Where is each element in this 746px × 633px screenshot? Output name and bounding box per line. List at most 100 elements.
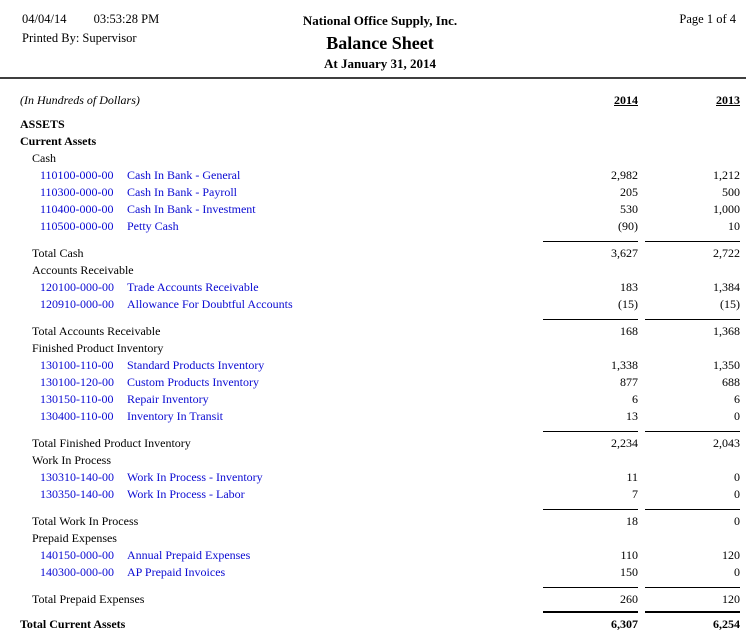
account-number-link[interactable]: 110500-000-00 [40,219,114,233]
account-number-link[interactable]: 140150-000-00 [40,548,114,562]
amount-2014: 877 [620,375,638,389]
total-2014: 18 [543,509,638,530]
total-2013: 1,368 [645,319,740,340]
report-body: (In Hundreds of Dollars) 2014 2013 ASSET… [0,92,746,633]
printed-by-user: Supervisor [82,31,137,45]
total-row-cash: Total Cash 3,627 2,722 [20,237,740,262]
total-label: Total Work In Process [32,514,139,528]
account-number-link[interactable]: 110400-000-00 [40,202,114,216]
amount-2014: (15) [618,297,638,311]
account-number-link[interactable]: 110300-000-00 [40,185,114,199]
column-header-2013: 2013 [716,93,740,107]
account-row-130100-110: 130100-110-00 Standard Products Inventory… [20,357,740,374]
amount-2014: 11 [626,470,638,484]
amount-2014: 13 [626,409,638,423]
account-desc-link[interactable]: Inventory In Transit [127,409,223,423]
printed-by: Printed By: Supervisor [22,31,303,46]
account-desc-link[interactable]: Cash In Bank - Payroll [127,185,237,199]
account-number-link[interactable]: 130100-110-00 [40,358,114,372]
account-number-link[interactable]: 130100-120-00 [40,375,114,389]
subgroup-title-label: Finished Product Inventory [32,341,164,355]
account-number-link[interactable]: 140300-000-00 [40,565,114,579]
amount-2013: 1,384 [713,280,740,294]
account-label: 130100-110-00 Standard Products Inventory [20,357,543,374]
account-desc-link[interactable]: Trade Accounts Receivable [127,280,259,294]
amount-2013: 1,350 [713,358,740,372]
account-row-120910: 120910-000-00 Allowance For Doubtful Acco… [20,296,740,313]
account-desc-link[interactable]: Cash In Bank - Investment [127,202,256,216]
subgroup-title-finished-product-inventory: Finished Product Inventory [20,340,740,357]
account-desc-link[interactable]: Custom Products Inventory [127,375,259,389]
amount-2013: 500 [722,185,740,199]
printed-by-label: Printed By: [22,31,80,45]
account-row-130150-110: 130150-110-00 Repair Inventory 6 6 [20,391,740,408]
total-2013: 2,722 [645,241,740,262]
column-header-2014: 2014 [614,93,638,107]
total-2014: 260 [543,587,638,608]
account-desc-link[interactable]: Cash In Bank - General [127,168,241,182]
account-desc-link[interactable]: Work In Process - Labor [127,487,245,501]
amount-2013: 1,000 [713,202,740,216]
amount-2014: 7 [632,487,638,501]
subgroup-title-accounts-receivable: Accounts Receivable [20,262,740,279]
subgroup-title-label: Accounts Receivable [32,263,134,277]
account-number-link[interactable]: 130150-110-00 [40,392,114,406]
amount-2013: 10 [728,219,740,233]
subgroup-title-label: Prepaid Expenses [32,531,117,545]
header-divider [0,77,746,79]
amount-2013: 1,212 [713,168,740,182]
print-time: 03:53:28 PM [93,12,160,26]
account-row-110300: 110300-000-00 Cash In Bank - Payroll 205 … [20,184,740,201]
account-desc-link[interactable]: Standard Products Inventory [127,358,265,372]
grand-total-2014: 6,307 [543,611,638,633]
grand-total-2013: 6,254 [645,611,740,633]
account-label: 120910-000-00 Allowance For Doubtful Acco… [20,296,543,313]
account-number-link[interactable]: 110100-000-00 [40,168,114,182]
account-desc-link[interactable]: AP Prepaid Invoices [127,565,226,579]
account-number-link[interactable]: 130350-140-00 [40,487,114,501]
total-row-work-in-process: Total Work In Process 18 0 [20,505,740,530]
account-number-link[interactable]: 120910-000-00 [40,297,114,311]
account-desc-link[interactable]: Petty Cash [127,219,179,233]
amount-2014: 530 [620,202,638,216]
amount-2013: 6 [734,392,740,406]
group-title-label: Current Assets [20,134,97,148]
account-desc-link[interactable]: Repair Inventory [127,392,209,406]
amount-2013: 0 [734,487,740,501]
account-row-120100: 120100-000-00 Trade Accounts Receivable 1… [20,279,740,296]
amount-2013: 0 [734,565,740,579]
total-row-prepaid-expenses: Total Prepaid Expenses 260 120 [20,583,740,608]
account-label: 110500-000-00 Petty Cash [20,218,543,235]
header-left: 04/04/14 03:53:28 PM Printed By: Supervi… [22,12,303,46]
subgroup-title-prepaid-expenses: Prepaid Expenses [20,530,740,547]
page-indicator: Page 1 of 4 [679,12,736,26]
total-label: Total Cash [32,246,84,260]
account-desc-link[interactable]: Annual Prepaid Expenses [127,548,251,562]
account-number-link[interactable]: 130310-140-00 [40,470,114,484]
account-label: 130310-140-00 Work In Process - Inventory [20,469,543,486]
account-desc-link[interactable]: Allowance For Doubtful Accounts [127,297,293,311]
account-desc-link[interactable]: Work In Process - Inventory [127,470,263,484]
amount-2014: 6 [632,392,638,406]
column-header-row: (In Hundreds of Dollars) 2014 2013 [20,92,740,109]
amount-2013: 688 [722,375,740,389]
section-title-assets: ASSETS [20,116,740,133]
total-2014: 3,627 [543,241,638,262]
account-number-link[interactable]: 120100-000-00 [40,280,114,294]
account-label: 130100-120-00 Custom Products Inventory [20,374,543,391]
total-2013: 2,043 [645,431,740,452]
account-row-130310: 130310-140-00 Work In Process - Inventory… [20,469,740,486]
account-label: 140150-000-00 Annual Prepaid Expenses [20,547,543,564]
account-label: 130150-110-00 Repair Inventory [20,391,543,408]
account-number-link[interactable]: 130400-110-00 [40,409,114,423]
subgroup-title-cash: Cash [20,150,740,167]
account-label: 120100-000-00 Trade Accounts Receivable [20,279,543,296]
subgroup-title-work-in-process: Work In Process [20,452,740,469]
header-center: National Office Supply, Inc. Balance She… [303,12,457,72]
total-row-finished-product-inventory: Total Finished Product Inventory 2,234 2… [20,427,740,452]
total-2013: 0 [645,509,740,530]
amount-2013: 120 [722,548,740,562]
report-title: Balance Sheet [326,33,434,53]
print-date: 04/04/14 [22,12,67,26]
section-title-label: ASSETS [20,117,65,131]
